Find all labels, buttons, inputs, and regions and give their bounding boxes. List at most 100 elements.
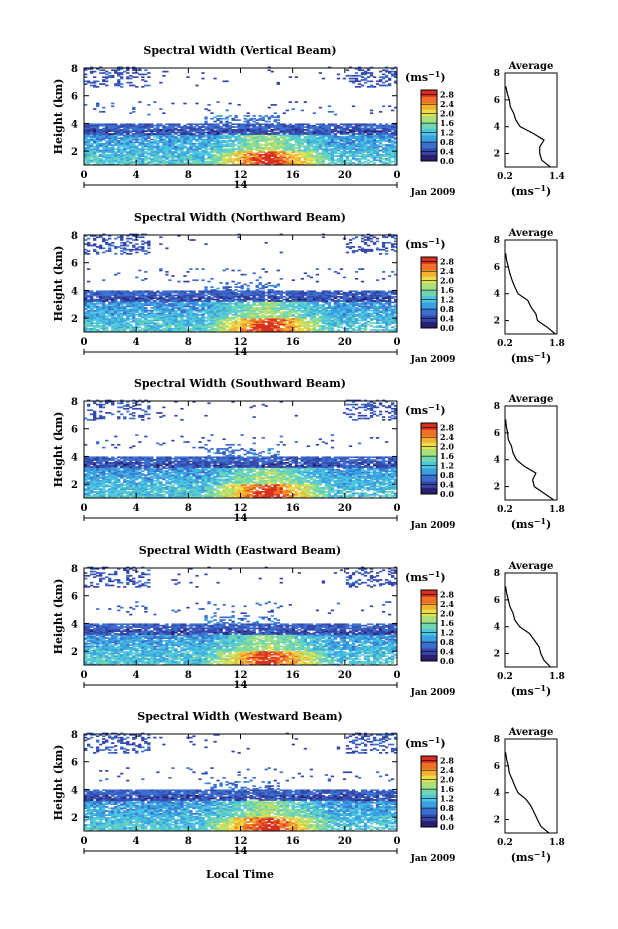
heatmap-cell [273, 155, 277, 157]
heatmap-cell [156, 134, 160, 137]
heatmap-cell [183, 163, 187, 166]
heatmap-cell [162, 308, 166, 311]
heatmap-cell [168, 300, 172, 302]
heatmap-cell [315, 130, 320, 133]
heatmap-cell [372, 148, 377, 151]
heatmap-cell [381, 163, 386, 166]
heatmap-cell [84, 301, 88, 304]
heatmap-cell [120, 83, 124, 85]
heatmap-cell [147, 327, 151, 330]
heatmap-cell [285, 124, 289, 127]
heatmap-cell [219, 151, 223, 153]
heatmap-cell [288, 148, 292, 151]
heatmap-cell [390, 109, 395, 112]
heatmap-cell [261, 133, 265, 135]
heatmap-cell [231, 311, 235, 313]
heatmap-cell [234, 159, 238, 162]
heatmap-cell [264, 311, 268, 313]
heatmap-cell [114, 155, 118, 157]
heatmap-cell [315, 152, 320, 155]
heatmap-cell [312, 112, 317, 115]
heatmap-cell [165, 141, 169, 144]
heatmap-cell [333, 159, 338, 162]
heatmap-cell [234, 295, 238, 298]
heatmap-cell [180, 128, 184, 131]
heatmap-cell [222, 316, 226, 319]
heatmap-cell [240, 162, 244, 164]
heatmap-cell [288, 101, 292, 103]
heatmap-cell [369, 112, 374, 115]
heatmap-cell [153, 326, 157, 329]
heatmap-cell [93, 152, 97, 155]
heatmap-cell [306, 159, 311, 162]
heatmap-cell [306, 127, 311, 130]
heatmap-cell [156, 318, 160, 320]
heatmap-cell [234, 153, 238, 156]
heatmap-cell [123, 146, 127, 149]
heatmap-cell [162, 131, 166, 134]
heatmap-cell [294, 131, 298, 134]
heatmap-cell [252, 304, 256, 306]
heatmap-cell [225, 319, 229, 322]
heatmap-cell [186, 137, 190, 139]
heatmap-cell [240, 329, 244, 331]
heatmap-cell [204, 160, 208, 163]
heatmap-cell [264, 318, 268, 320]
heatmap-cell [195, 159, 199, 162]
heatmap-cell [348, 126, 353, 128]
heatmap-cell [393, 159, 398, 162]
heatmap-cell [354, 158, 359, 160]
heatmap-cell [174, 146, 178, 149]
heatmap-cell [93, 298, 97, 301]
heatmap-cell [198, 330, 202, 333]
x-tick-label: 16 [286, 170, 300, 181]
heatmap-cell [87, 134, 91, 137]
heatmap-cell [327, 133, 332, 135]
heatmap-cell [147, 145, 151, 148]
heatmap-cell [111, 140, 115, 142]
heatmap-cell [384, 159, 389, 162]
heatmap-cell [120, 128, 124, 131]
heatmap-cell [177, 134, 181, 137]
heatmap-cell [201, 152, 205, 155]
heatmap-cell [258, 130, 262, 133]
heatmap-cell [198, 137, 202, 139]
heatmap-cell [240, 290, 244, 293]
heatmap-cell [135, 307, 139, 309]
heatmap-cell [90, 304, 94, 306]
heatmap-cell [150, 322, 154, 324]
heatmap-cell [213, 159, 217, 162]
heatmap-cell [252, 290, 256, 293]
heatmap-cell [99, 330, 103, 333]
heatmap-cell [327, 128, 332, 131]
heatmap-cell [273, 112, 277, 115]
heatmap-cell [141, 246, 145, 248]
heatmap-cell [126, 68, 130, 70]
heatmap-cell [120, 318, 124, 320]
heatmap-cell [99, 298, 103, 301]
heatmap-cell [144, 295, 148, 298]
heatmap-cell [105, 327, 109, 330]
heatmap-cell [246, 124, 250, 127]
heatmap-cell [276, 116, 280, 119]
heatmap-cell [375, 156, 380, 159]
heatmap-cell [144, 127, 148, 130]
heatmap-cell [204, 302, 208, 305]
heatmap-cell [156, 133, 160, 135]
heatmap-cell [102, 327, 106, 330]
heatmap-cell [105, 70, 109, 73]
heatmap-cell [141, 76, 145, 78]
heatmap-cell [309, 144, 314, 146]
heatmap-cell [297, 137, 301, 139]
heatmap-cell [387, 77, 392, 80]
heatmap-cell [183, 151, 187, 153]
heatmap-cell [198, 163, 202, 166]
heatmap-cell [105, 298, 109, 301]
heatmap-cell [129, 291, 133, 294]
heatmap-cell [372, 76, 377, 78]
heatmap-cell [240, 312, 244, 315]
heatmap-cell [390, 123, 395, 126]
heatmap-cell [354, 138, 359, 141]
heatmap-cell [225, 297, 229, 300]
heatmap-cell [132, 68, 136, 70]
